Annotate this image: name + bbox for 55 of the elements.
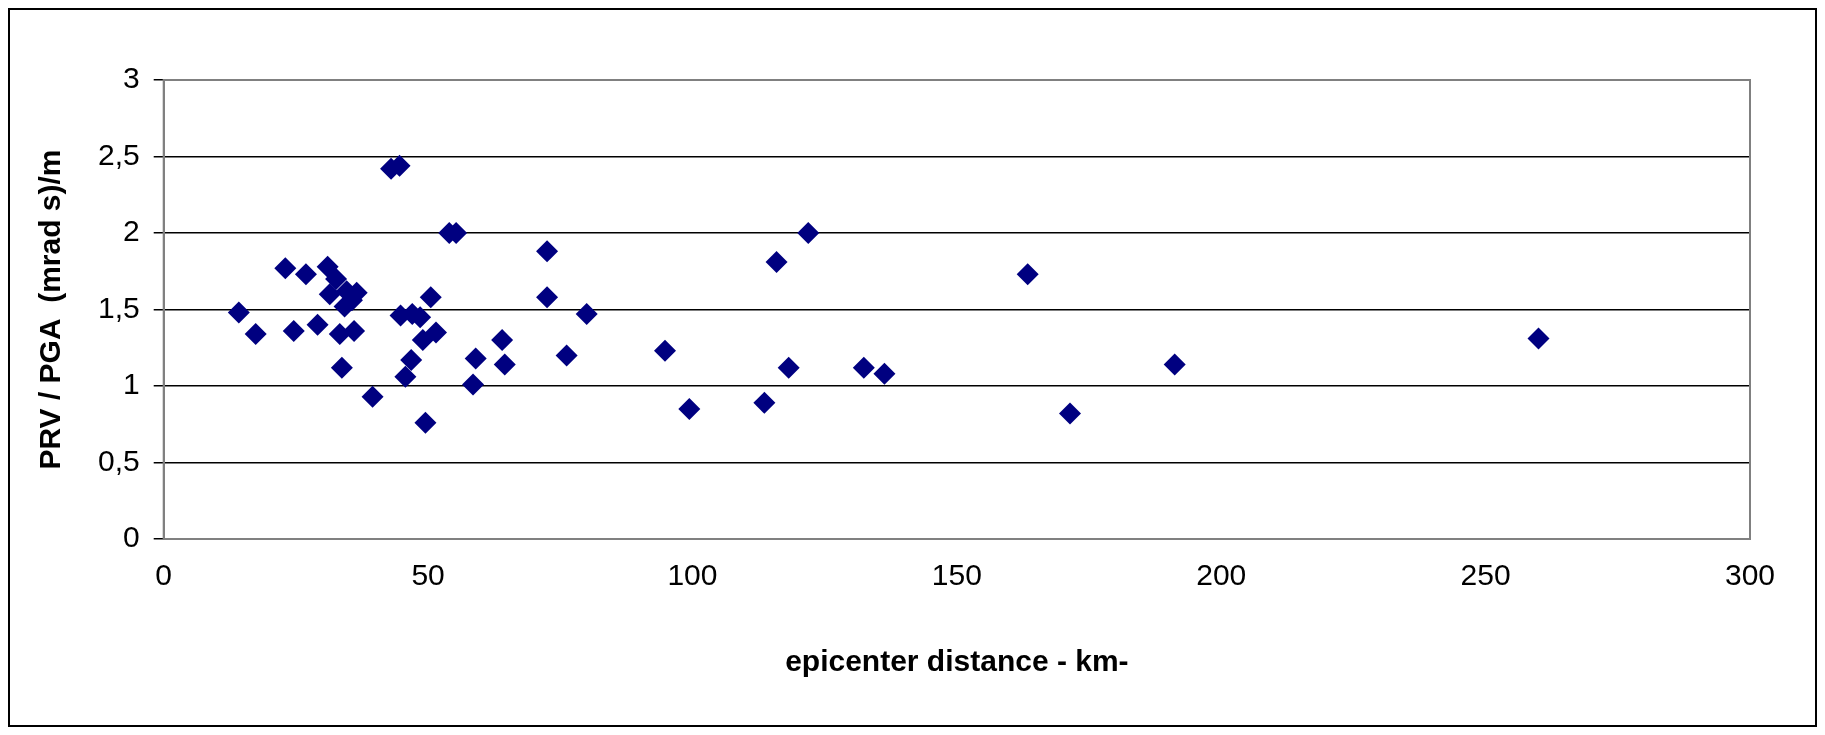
point [555, 344, 578, 367]
point [325, 267, 348, 290]
point [653, 339, 676, 362]
point [411, 329, 434, 352]
point [462, 373, 485, 396]
point [274, 257, 297, 280]
point [414, 411, 437, 434]
point [400, 348, 423, 371]
y-tick-label: 1 [123, 367, 140, 401]
point [425, 321, 448, 344]
x-tick-label: 50 [411, 558, 445, 592]
y-tick-label: 0 [123, 520, 140, 554]
point [797, 222, 820, 244]
point [318, 283, 341, 306]
y-axis-title: PRV / PGA (mrad s)/m [33, 149, 67, 470]
point [330, 356, 353, 379]
point [464, 347, 487, 370]
x-tick-label: 200 [1196, 558, 1247, 592]
point [1059, 402, 1082, 425]
point [536, 286, 559, 309]
point [316, 255, 339, 278]
y-tick-label: 3 [123, 61, 140, 95]
x-tick-label: 0 [155, 558, 173, 592]
x-tick-label: 150 [931, 558, 982, 592]
point [852, 356, 875, 379]
point [873, 362, 896, 385]
point [244, 322, 267, 345]
point [419, 286, 442, 309]
point [678, 397, 701, 420]
y-tick-label: 0,5 [97, 443, 140, 477]
y-tick-label: 2,5 [97, 137, 140, 171]
point [343, 319, 366, 342]
y-tick-label: 2 [123, 214, 140, 248]
x-tick-label: 250 [1460, 558, 1511, 592]
point [493, 353, 516, 376]
x-tick-label: 300 [1724, 558, 1776, 592]
point [575, 303, 598, 326]
point [765, 251, 788, 274]
point [306, 313, 329, 336]
point [753, 391, 776, 414]
point [282, 319, 305, 342]
point [361, 385, 384, 408]
point [491, 329, 514, 352]
point [777, 356, 800, 379]
point [294, 263, 317, 286]
point [328, 322, 351, 345]
point [394, 365, 417, 388]
point [1527, 327, 1550, 350]
y-tick-label: 1,5 [97, 290, 140, 324]
point [536, 240, 559, 263]
point [1163, 353, 1186, 376]
x-tick-label: 100 [667, 558, 718, 592]
point [1016, 263, 1039, 286]
point [227, 301, 250, 324]
x-axis-title: epicenter distance - km- [785, 644, 1129, 678]
